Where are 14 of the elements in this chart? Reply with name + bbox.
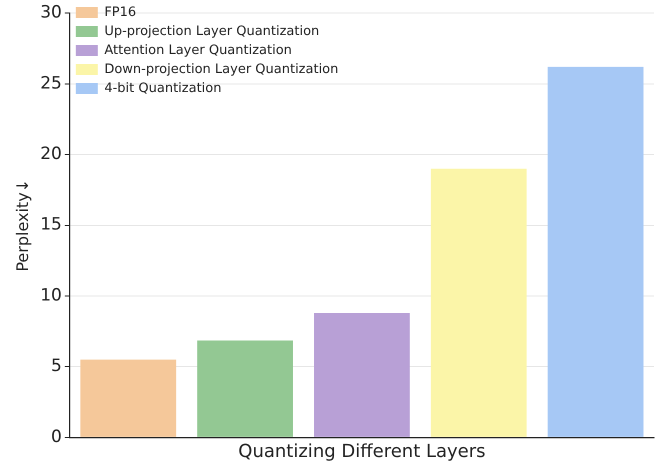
legend-label: Attention Layer Quantization — [104, 42, 292, 58]
legend-label: Up-projection Layer Quantization — [104, 24, 320, 39]
legend-label: 4-bit Quantization — [104, 80, 222, 96]
x-axis-title: Quantizing Different Layers — [238, 440, 486, 462]
y-axis-title: Perplexity↓ — [12, 178, 32, 272]
y-tick-label: 10 — [40, 285, 62, 306]
y-tick-label: 25 — [40, 73, 62, 94]
legend-label: Down-projection Layer Quantization — [104, 62, 338, 77]
legend-label: FP16 — [104, 4, 136, 20]
y-tick-label: 5 — [51, 356, 62, 376]
y-tick-label: 15 — [40, 214, 62, 235]
y-tick-label: 30 — [40, 2, 62, 23]
y-tick-label: 20 — [40, 144, 62, 164]
y-tick-label: 0 — [51, 426, 62, 447]
